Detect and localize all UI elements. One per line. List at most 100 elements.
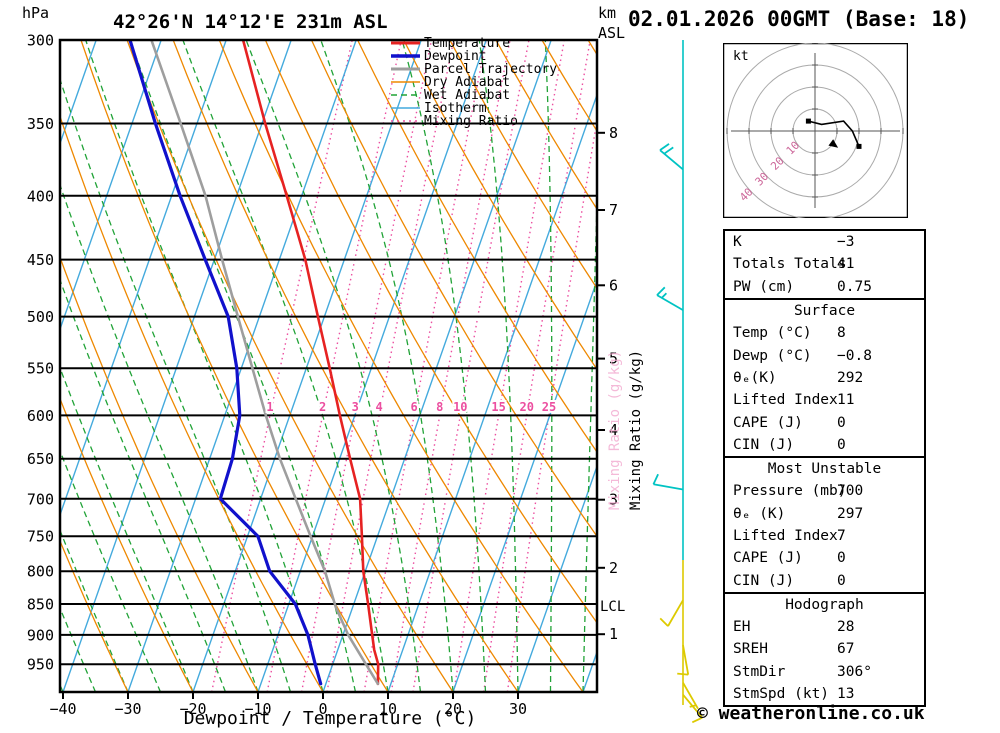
stats-label: θₑ(K) [733,369,777,386]
stats-row: Temp (°C) 8 [725,322,924,344]
svg-text:7: 7 [609,201,618,219]
static-chart-labels: hPa 42°26'N 14°12'E 231m ASL km ASL Dewp… [22,4,644,729]
svg-text:20: 20 [519,400,533,414]
svg-text:350: 350 [27,115,54,133]
wet-adiabat-gridlines [60,40,597,692]
svg-text:Mixing Ratio: Mixing Ratio [424,114,518,129]
svg-text:6: 6 [410,400,417,414]
stats-row: θₑ (K) 297 [725,503,924,525]
svg-text:2: 2 [609,559,618,577]
stats-row: K −3 [725,231,924,253]
stats-section-header: Most Unstable [767,461,882,478]
stats-row: CIN (J) 0 [725,569,924,591]
svg-text:700: 700 [27,490,54,508]
wind-barb-column [652,40,703,724]
svg-text:1: 1 [266,400,273,414]
svg-text:Isotherm: Isotherm [424,101,487,116]
stats-label: Dewp (°C) [733,347,812,364]
stats-row: Dewp (°C) −0.8 [725,344,924,366]
pressure-unit-label: hPa [22,4,49,22]
stats-label: EH [733,619,751,636]
station-title: 42°26'N 14°12'E 231m ASL [113,11,388,33]
svg-text:5: 5 [609,350,618,368]
svg-text:Dewpoint: Dewpoint [424,49,487,64]
stats-value: 13 [837,686,855,703]
svg-text:Dry Adiabat: Dry Adiabat [424,75,510,90]
stats-label: CAPE (J) [733,414,803,431]
stats-row: StmSpd (kt) 13 [725,683,924,705]
svg-text:0: 0 [318,700,327,718]
stats-row: PW (cm) 0.75 [725,276,924,298]
mixing-ratio-value-labels: 1 2 3 4 6 8 10 15 20 25 [264,398,558,416]
stats-label: CIN (J) [733,572,795,589]
stats-value: 0.75 [837,278,872,295]
stats-value: 306° [837,663,872,680]
svg-text:400: 400 [27,187,54,205]
svg-text:4: 4 [375,400,382,414]
x-axis-title: Dewpoint / Temperature (°C) [184,708,477,729]
stats-label: θₑ (K) [733,505,786,522]
svg-text:−40: −40 [49,700,76,718]
stats-row: CAPE (J) 0 [725,411,924,433]
stats-value: 700 [837,483,864,500]
stats-row: EH 28 [725,616,924,638]
svg-text:6: 6 [609,276,618,294]
stats-label: Totals Totals [733,256,847,273]
svg-text:−10: −10 [244,700,271,718]
svg-text:15: 15 [491,400,505,414]
stats-value: 28 [837,619,855,636]
stats-section-header: Hodograph [785,596,864,613]
svg-text:10: 10 [453,400,467,414]
svg-text:900: 900 [27,626,54,644]
stats-label: Lifted Index [733,528,838,544]
svg-text:3: 3 [352,400,359,414]
stats-row: Lifted Index 11 [725,389,924,411]
stats-value: 0 [837,572,846,589]
stats-label: Temp (°C) [733,325,812,342]
svg-text:30: 30 [753,170,772,189]
lcl-marker-label: LCL [600,599,625,615]
svg-text:1: 1 [609,625,618,643]
stats-label: K [733,234,742,251]
svg-text:550: 550 [27,360,54,378]
stats-row: Pressure (mb) 700 [725,480,924,502]
svg-text:−30: −30 [114,700,141,718]
isotherm-gridlines [60,40,597,692]
stats-value: 0 [837,550,846,567]
stats-row: CIN (J) 0 [725,434,924,456]
stats-row: CAPE (J) 0 [725,547,924,569]
svg-text:−20: −20 [179,700,206,718]
copyright-watermark: © weatheronline.co.uk [697,703,925,724]
stats-section: Most Unstable Pressure (mb) 700 θₑ (K) 297 Li… [723,455,926,594]
mixing-ratio-gridlines [211,40,597,692]
svg-text:950: 950 [27,656,54,674]
sounding-indices-table: K −3 Totals Totals 41 PW (cm) 0.75 Surface Temp… [723,229,926,708]
pressure-gridlines [60,39,597,666]
svg-text:750: 750 [27,528,54,546]
plot-frame [58,38,599,694]
stats-value: 41 [837,256,855,273]
svg-text:10: 10 [379,700,397,718]
stats-value: 297 [837,505,864,522]
svg-text:20: 20 [444,700,462,718]
svg-text:650: 650 [27,450,54,468]
stats-row: SREH 67 [725,638,924,660]
svg-text:2: 2 [319,400,326,414]
stats-value: 0 [837,436,846,453]
stats-value: 11 [837,392,855,409]
svg-text:25: 25 [542,400,556,414]
stats-section-header: Surface [793,303,856,320]
svg-text:600: 600 [27,407,54,425]
svg-text:8: 8 [609,124,618,142]
stats-label: StmSpd (kt) [733,686,830,703]
stats-value: 7 [837,528,846,544]
mixing-ratio-axis-watermark: Mixing Ratio (g/kg) [607,350,623,510]
stats-row: θₑ(K) 292 [725,367,924,389]
svg-text:800: 800 [27,563,54,581]
skewt-chart: 1 2 3 4 6 8 10 15 20 25 3003504004505005506006507… [22,4,703,729]
stats-label: StmDir [733,663,786,680]
